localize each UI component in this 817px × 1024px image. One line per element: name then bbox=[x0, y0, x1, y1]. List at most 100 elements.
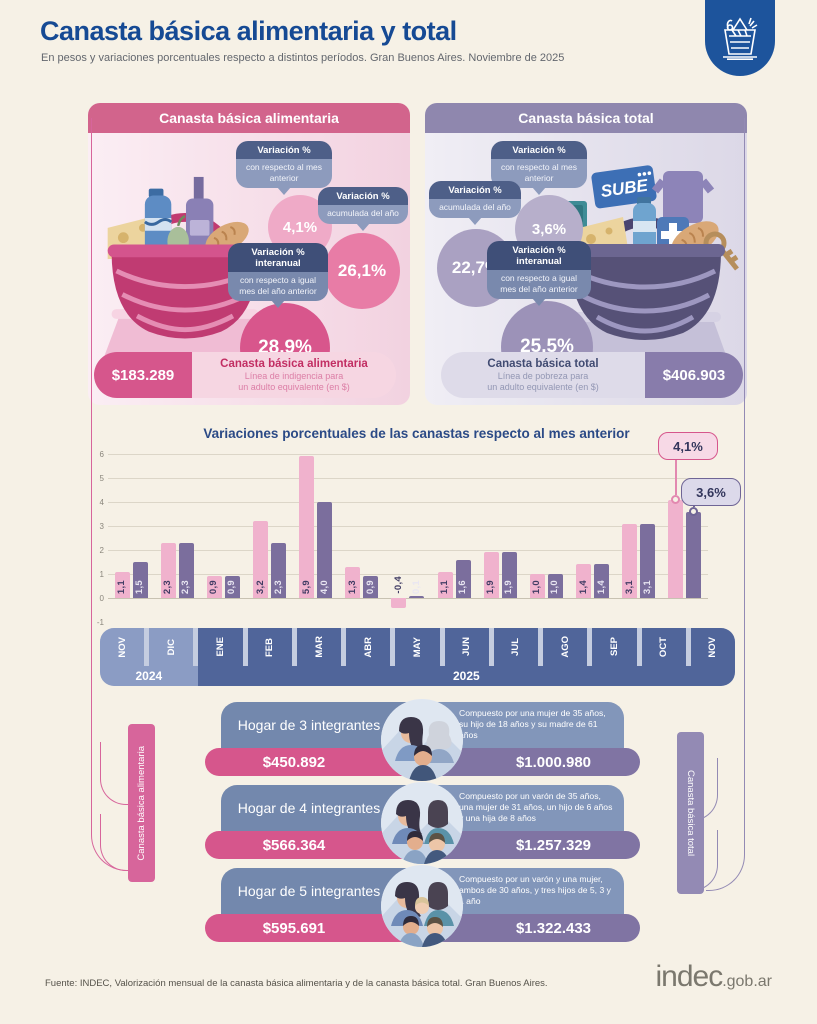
gridline bbox=[108, 478, 708, 479]
bar-group-sep: 1,4 1,4 bbox=[570, 454, 616, 622]
household-row-3: Hogar de 3 integrantes $450.892 Compuest… bbox=[205, 699, 640, 781]
bar bbox=[132, 562, 148, 598]
panel-canasta-total: Canasta básica total SUBE bbox=[425, 103, 747, 405]
y-axis-tick: 4 bbox=[99, 497, 104, 507]
chart-plot-area: 6 5 4 3 2 1 0 -1 1,1 1,5 2,3 2,3 0,9 0,9 3,2 2,3 5,9 4,0 1… bbox=[97, 450, 708, 627]
month-cell: JUN bbox=[444, 628, 489, 666]
gridline bbox=[108, 502, 708, 503]
cba-value-pill: $183.289 Canasta básica alimentaria Líne… bbox=[94, 352, 396, 398]
bubble-tail bbox=[532, 187, 546, 196]
variation-bubble-yoy: Variación % interanual con respecto a ig… bbox=[487, 241, 591, 307]
cbt-line-title: Canasta básica total bbox=[487, 358, 599, 371]
bar-group-feb: 3,2 2,3 bbox=[246, 454, 292, 622]
bar-value-label: 3,1 bbox=[641, 579, 653, 594]
bar bbox=[317, 502, 333, 598]
month-cell: SEP bbox=[592, 628, 637, 666]
bar-value-label: 0,9 bbox=[364, 579, 376, 594]
y-axis-tick: 3 bbox=[99, 521, 104, 531]
variation-sublabel: acumulada del año bbox=[318, 205, 408, 224]
variation-sublabel: acumulada del año bbox=[429, 199, 521, 218]
variation-label: Variación % bbox=[236, 141, 332, 159]
monthly-variation-chart: Variaciones porcentuales de las canastas… bbox=[88, 420, 745, 690]
cba-amount: $183.289 bbox=[94, 352, 192, 398]
bar-value-label: 1,0 bbox=[531, 579, 543, 594]
bar bbox=[345, 566, 361, 598]
bubble-tail bbox=[271, 300, 285, 309]
month-cell: ABR bbox=[346, 628, 391, 666]
month-cell: AGO bbox=[543, 628, 588, 666]
bar-value-label: 3,1 bbox=[623, 579, 635, 594]
bar-value-label: 1,6 bbox=[457, 579, 469, 594]
bar-group-abr: 1,3 0,9 bbox=[339, 454, 385, 622]
bar bbox=[391, 598, 407, 608]
month-label: FEB bbox=[264, 637, 276, 657]
bar-value-label: 3,2 bbox=[254, 579, 266, 594]
variation-sublabel: con respecto al mes anterior bbox=[236, 159, 332, 189]
bubble-tail bbox=[468, 216, 482, 225]
callout-cbt-latest: 3,6% bbox=[681, 478, 741, 506]
household-row-4: Hogar de 4 integrantes $566.364 Compuest… bbox=[205, 782, 640, 864]
page-subtitle: En pesos y variaciones porcentuales resp… bbox=[41, 52, 565, 64]
bar-group-nov: 1,1 1,5 bbox=[108, 454, 154, 622]
bar-group-may: -0,4 0,1 bbox=[385, 454, 431, 622]
household-cba-value: $595.691 bbox=[205, 914, 423, 942]
gridline bbox=[108, 550, 708, 551]
variation-bubble-ytd: Variación % acumulada del año bbox=[318, 187, 408, 231]
month-cell: NOV bbox=[100, 628, 145, 666]
bar bbox=[363, 576, 379, 598]
bar bbox=[160, 542, 176, 598]
y-axis-tick: 5 bbox=[99, 473, 104, 483]
gridline bbox=[108, 526, 708, 527]
cbt-line-sub: Línea de pobreza para bbox=[497, 371, 589, 382]
source-note: Fuente: INDEC, Valorización mensual de l… bbox=[45, 978, 548, 989]
cba-line-sub: Línea de indigencia para bbox=[244, 371, 344, 382]
bar bbox=[253, 521, 269, 598]
bar bbox=[622, 523, 638, 598]
bar-value-label: 2,3 bbox=[272, 579, 284, 594]
bar-group-ene: 0,9 0,9 bbox=[200, 454, 246, 622]
year-band-2024: 2024 bbox=[100, 666, 198, 686]
y-axis-tick: 2 bbox=[99, 545, 104, 555]
month-cell: DIC bbox=[149, 628, 194, 666]
bar-value-label: 0,1 bbox=[410, 579, 422, 594]
month-cell: FEB bbox=[247, 628, 292, 666]
shopping-basket-icon bbox=[718, 12, 762, 65]
bar-value-label: 0,9 bbox=[226, 579, 238, 594]
bar bbox=[640, 523, 656, 598]
callout-cba-latest: 4,1% bbox=[658, 432, 718, 460]
variation-label: Variación % bbox=[429, 181, 521, 199]
callout-leader-line bbox=[675, 458, 677, 496]
page-title: Canasta básica alimentaria y total bbox=[40, 16, 457, 46]
bubble-tail bbox=[532, 298, 546, 307]
chart-title: Variaciones porcentuales de las canastas… bbox=[203, 426, 630, 441]
month-label: ABR bbox=[362, 636, 374, 658]
month-cell: MAR bbox=[296, 628, 342, 666]
bar-value-label: 1,5 bbox=[134, 579, 146, 594]
bar-value-label: 4,0 bbox=[318, 579, 330, 594]
month-label: ENE bbox=[215, 637, 227, 657]
cbt-line-sub2: un adulto equivalente (en $) bbox=[487, 381, 599, 392]
month-label: JUL bbox=[510, 638, 522, 656]
panel-canasta-alimentaria: Canasta básica alimentaria bbox=[88, 103, 410, 405]
variation-bubble-month: Variación % con respecto al mes anterior bbox=[236, 141, 332, 196]
month-cell: MAY bbox=[395, 628, 440, 666]
bar bbox=[224, 576, 240, 598]
bar bbox=[206, 576, 222, 598]
bubble-tail bbox=[277, 187, 291, 196]
left-ribbon-cba: Canasta básica alimentaria bbox=[128, 724, 155, 882]
variation-sublabel: con respecto a igual mes del año anterio… bbox=[487, 270, 591, 300]
bar-value-label: 2,3 bbox=[162, 579, 174, 594]
bar-value-label: 1,0 bbox=[549, 579, 561, 594]
right-ribbon-cbt: Canasta básica total bbox=[677, 732, 704, 894]
bar-value-label: 0,9 bbox=[208, 579, 220, 594]
family-4-avatar bbox=[381, 782, 463, 864]
bar-group-jul: 1,9 1,9 bbox=[477, 454, 523, 622]
bar bbox=[437, 571, 453, 598]
month-label: MAR bbox=[313, 636, 325, 658]
month-label: OCT bbox=[658, 636, 670, 658]
bar-value-label: 5,9 bbox=[300, 579, 312, 594]
month-cell: JUL bbox=[493, 628, 539, 666]
indec-logo-suffix: .gob.ar bbox=[722, 973, 772, 990]
households-section: Hogar de 3 integrantes $450.892 Compuest… bbox=[205, 699, 640, 951]
